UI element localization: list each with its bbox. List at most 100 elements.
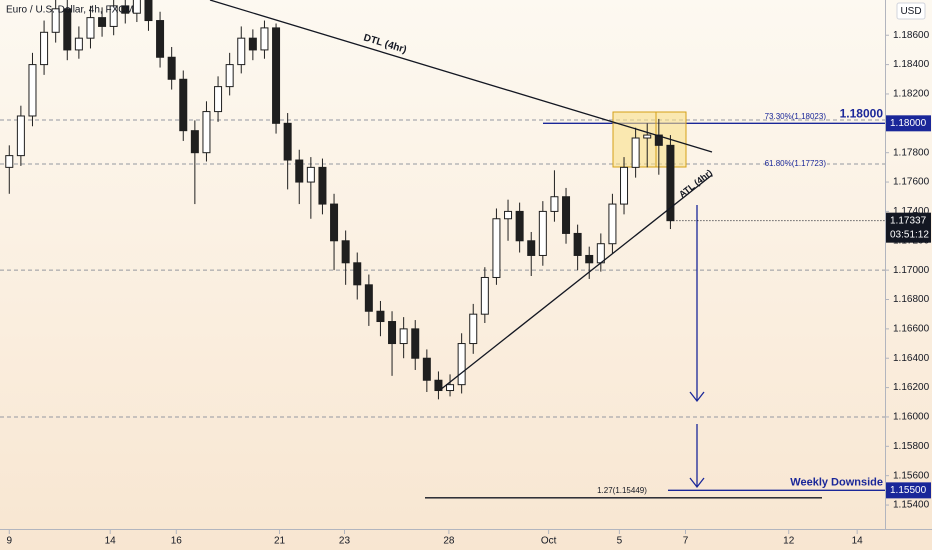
level-label: 61.80%(1.17723) (765, 159, 827, 168)
candle-body (283, 122, 292, 161)
candle-body (330, 203, 339, 242)
candle-body (179, 78, 188, 132)
y-tick-label: 1.18600 (893, 30, 930, 41)
candle-body (51, 8, 60, 33)
candle-body (411, 328, 420, 359)
candle-body (237, 37, 246, 66)
axis-price-label: 1.15500 (890, 485, 927, 496)
candle-body (156, 20, 165, 58)
candle-body (318, 166, 327, 205)
candle-body (86, 17, 95, 39)
candle-body (364, 284, 373, 312)
last-price-label: 1.17337 (890, 215, 927, 226)
candle-body (434, 379, 443, 392)
candle-body (631, 137, 640, 168)
level-name: Weekly Downside (790, 476, 883, 488)
candle-body (109, 5, 118, 27)
x-tick-label: 5 (617, 536, 623, 547)
y-tick-label: 1.16400 (893, 353, 930, 364)
y-tick-label: 1.17800 (893, 147, 930, 158)
candle-body (260, 27, 269, 51)
candle-body (585, 254, 594, 264)
y-tick-label: 1.17600 (893, 177, 930, 188)
x-tick-label: 28 (443, 536, 455, 547)
candle-body (63, 8, 72, 51)
candle-body (121, 5, 130, 14)
candle-body (504, 210, 513, 220)
dtl-line (209, 0, 713, 153)
x-tick-label: 14 (105, 536, 117, 547)
x-tick-label: 9 (6, 536, 12, 547)
arrow-head (689, 391, 705, 403)
level-label: 73.30%(1.18023) (765, 112, 827, 121)
candle-body (596, 243, 605, 264)
candle-body (654, 134, 663, 146)
candle-body (422, 357, 431, 381)
chart-title: Euro / U.S. Dollar, 4h, FXCM (6, 5, 134, 16)
level-label-bg (770, 158, 827, 169)
candle-body (225, 64, 234, 88)
candle-body (388, 321, 397, 345)
candle-body (5, 155, 14, 168)
y-tick-label: 1.16800 (893, 294, 930, 305)
candle-body (144, 0, 153, 22)
candle-body (16, 115, 25, 157)
candle-body (341, 240, 350, 264)
candle-body (190, 130, 199, 154)
candle-body (74, 37, 83, 51)
candle-body (562, 196, 571, 234)
candle-body (40, 31, 49, 66)
y-tick-label: 1.16200 (893, 382, 930, 393)
candle-body (550, 196, 559, 212)
countdown-label: 03:51:12 (890, 229, 929, 240)
candle-body (620, 166, 629, 205)
x-tick-label: 21 (274, 536, 286, 547)
candle-body (132, 0, 141, 14)
candle-body (28, 64, 37, 117)
last-price-badge (886, 212, 931, 243)
candle-body (446, 384, 455, 392)
x-tick-label: 7 (683, 536, 689, 547)
level-label: 1.27(1.15449) (597, 486, 647, 495)
candle-body (608, 203, 617, 245)
arrow-head (689, 477, 705, 489)
x-tick-label: 12 (783, 536, 795, 547)
atl-line (439, 174, 713, 391)
x-tick-label: 23 (339, 536, 351, 547)
y-tick-label: 1.16600 (893, 324, 930, 335)
candle-body (515, 210, 524, 242)
candle-body (167, 56, 176, 80)
candle-body (272, 27, 281, 124)
y-tick-label: 1.16000 (893, 412, 930, 423)
candle-body (469, 313, 478, 345)
axis-price-badge (886, 482, 931, 499)
candle-body (248, 37, 257, 51)
candle-body (98, 17, 107, 27)
y-tick-label: 1.18200 (893, 89, 930, 100)
candle-body (527, 240, 536, 256)
currency-label: USD (900, 6, 921, 17)
candle-body (457, 343, 466, 386)
level-label: 1.18000 (840, 106, 884, 120)
candle-body (214, 86, 223, 113)
candle-body (306, 166, 315, 183)
y-tick-label: 1.15400 (893, 500, 930, 511)
axis-price-badge (886, 115, 931, 132)
candle-body (376, 310, 385, 323)
y-tick-label: 1.17000 (893, 265, 930, 276)
y-tick-label: 1.18400 (893, 59, 930, 70)
x-tick-label: 14 (852, 536, 864, 547)
x-tick-label: Oct (541, 536, 557, 547)
x-tick-label: 16 (171, 536, 183, 547)
candle-body (295, 159, 304, 183)
y-tick-label: 1.17400 (893, 206, 930, 217)
candle-body (353, 262, 362, 286)
candle-body (480, 276, 489, 315)
currency-badge[interactable] (896, 2, 926, 20)
candle-body (538, 210, 547, 256)
candle-body (573, 232, 582, 256)
y-tick-label: 1.15800 (893, 441, 930, 452)
y-tick-label: 1.15600 (893, 470, 930, 481)
